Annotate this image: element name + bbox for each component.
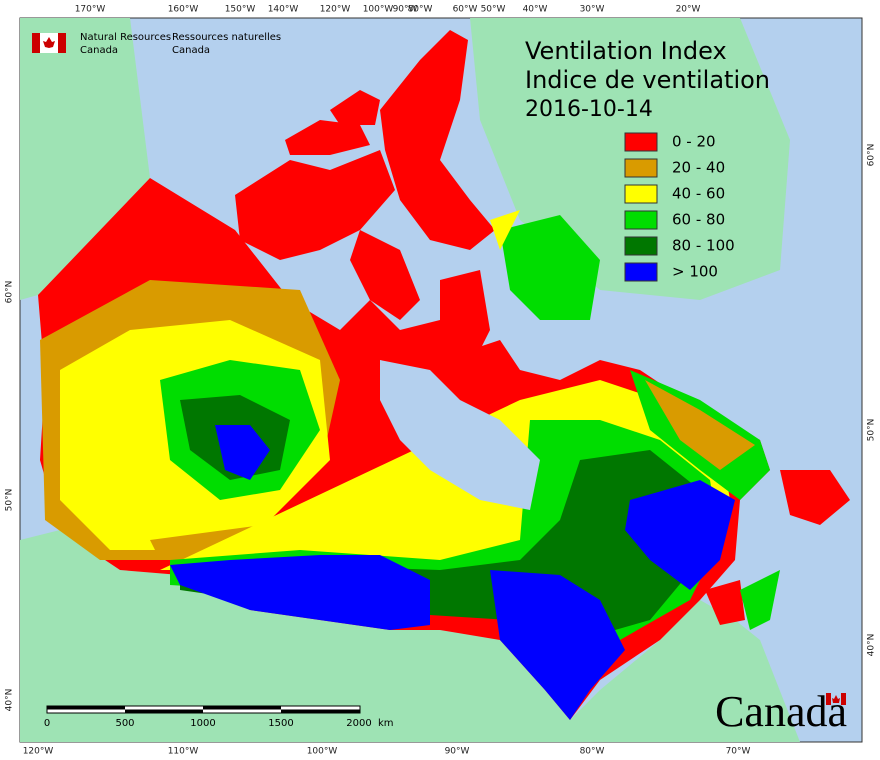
- scale-unit: km: [378, 718, 394, 729]
- graticule-label: 40°W: [523, 5, 548, 15]
- agency-fr: Ressources naturelles: [172, 32, 281, 43]
- graticule-label: 50°N: [5, 489, 15, 512]
- graticule-label: 30°W: [580, 5, 605, 15]
- graticule-label: 20°W: [676, 5, 701, 15]
- graticule-label: 150°W: [225, 5, 256, 15]
- legend-swatch: [624, 132, 658, 152]
- scale-bar: [46, 705, 361, 714]
- graticule-label: 60°N: [867, 144, 877, 167]
- agency-en: Natural Resources: [80, 32, 171, 43]
- canada: [38, 30, 850, 720]
- scale-label: 500: [115, 718, 134, 729]
- graticule-label: 80°W: [580, 747, 605, 757]
- graticule-label: 120°W: [23, 747, 54, 757]
- legend-label: 40 - 60: [672, 185, 725, 203]
- legend-label: 20 - 40: [672, 159, 725, 177]
- legend-swatch: [624, 210, 658, 230]
- scale-label: 1000: [190, 718, 215, 729]
- title: Ventilation Index: [525, 37, 727, 65]
- logo: Natural Resources Canada Ressources natu…: [32, 32, 281, 56]
- legend-label: > 100: [672, 263, 718, 281]
- graticule-label: 100°W: [363, 5, 394, 15]
- graticule-label: 160°W: [168, 5, 199, 15]
- legend-swatch: [624, 262, 658, 282]
- agency-fr: Canada: [172, 45, 210, 56]
- graticule-label: 110°W: [168, 747, 199, 757]
- legend-label: 0 - 20: [672, 133, 716, 151]
- scale-label: 1500: [268, 718, 293, 729]
- legend-swatch: [624, 236, 658, 256]
- graticule-label: 50°N: [867, 419, 877, 442]
- graticule-label: 70°W: [726, 747, 751, 757]
- scale-label: 2000: [346, 718, 371, 729]
- wordmark: Canada: [715, 687, 847, 736]
- graticule-label: 100°W: [307, 747, 338, 757]
- graticule-label: 140°W: [268, 5, 299, 15]
- legend-swatch: [624, 184, 658, 204]
- graticule-label: 40°N: [867, 634, 877, 657]
- graticule-label: 80°W: [408, 5, 433, 15]
- graticule-label: 40°N: [5, 689, 15, 712]
- title: Indice de ventilation: [525, 66, 770, 94]
- scale-label: 0: [44, 718, 50, 729]
- agency-en: Canada: [80, 45, 118, 56]
- legend-label: 60 - 80: [672, 211, 725, 229]
- graticule-label: 90°W: [445, 747, 470, 757]
- legend-label: 80 - 100: [672, 237, 735, 255]
- graticule-label: 90°W: [393, 5, 418, 15]
- legend-swatch: [624, 158, 658, 178]
- graticule-label: 60°W: [453, 5, 478, 15]
- graticule-label: 50°W: [481, 5, 506, 15]
- wordmark-flag: [826, 693, 846, 705]
- graticule-label: 60°N: [5, 281, 15, 304]
- date: 2016-10-14: [525, 97, 653, 122]
- graticule-label: 170°W: [75, 5, 106, 15]
- graticule-label: 120°W: [320, 5, 351, 15]
